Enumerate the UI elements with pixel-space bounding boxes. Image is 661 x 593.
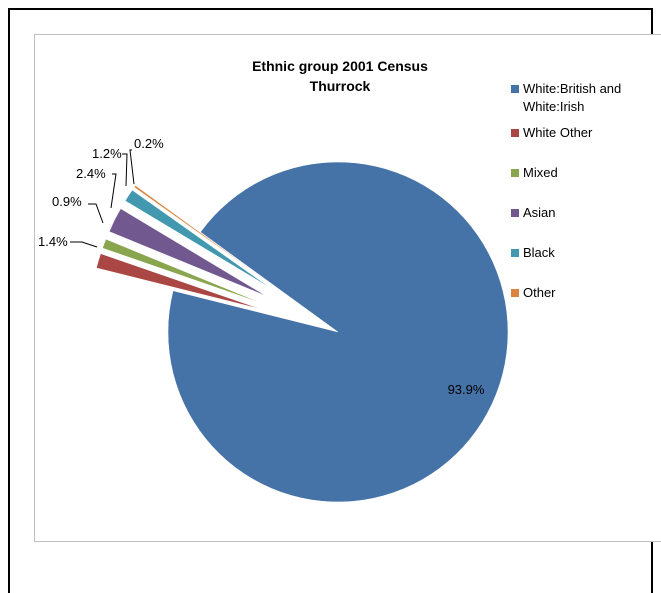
data-label-5: 1.2% [92, 146, 122, 161]
data-label-3: 0.9% [52, 194, 82, 209]
data-label-6: 0.2% [134, 136, 164, 151]
legend-swatch-6 [511, 289, 519, 297]
chart-title-line-1: Ethnic group 2001 Census [252, 58, 428, 74]
data-label-1: 93.9% [448, 382, 485, 397]
pie-slice-4 [108, 208, 267, 297]
legend-swatch-1 [511, 85, 519, 93]
data-label-2: 1.4% [38, 234, 68, 249]
pie-slice-6 [133, 185, 274, 286]
legend-swatch-5 [511, 249, 519, 257]
pie-slice-2 [96, 253, 262, 310]
leader-line-3 [88, 203, 104, 224]
chart-title-line-2: Thurrock [309, 78, 371, 94]
data-label-4: 2.4% [76, 166, 106, 181]
pie-slice-3 [102, 238, 264, 304]
legend-swatch-3 [511, 169, 519, 177]
legend-label-5: Black [523, 245, 555, 260]
pie-slice-1 [167, 161, 509, 503]
chart-title: Ethnic group 2001 Census Thurrock [222, 56, 458, 96]
leader-line-4 [110, 173, 117, 209]
legend-label-4: Asian [523, 205, 556, 220]
pie-slice-5 [124, 189, 272, 289]
legend-swatch-4 [511, 209, 519, 217]
legend-label-3: Mixed [523, 165, 558, 180]
leader-line-5 [122, 153, 128, 187]
legend-label-2: White Other [523, 125, 593, 140]
legend-swatch-2 [511, 129, 519, 137]
leader-line-2 [70, 241, 98, 248]
leader-line-6 [129, 149, 135, 185]
legend-label-6: Other [523, 285, 556, 300]
legend-label-1: White:British and White:Irish [523, 81, 622, 114]
